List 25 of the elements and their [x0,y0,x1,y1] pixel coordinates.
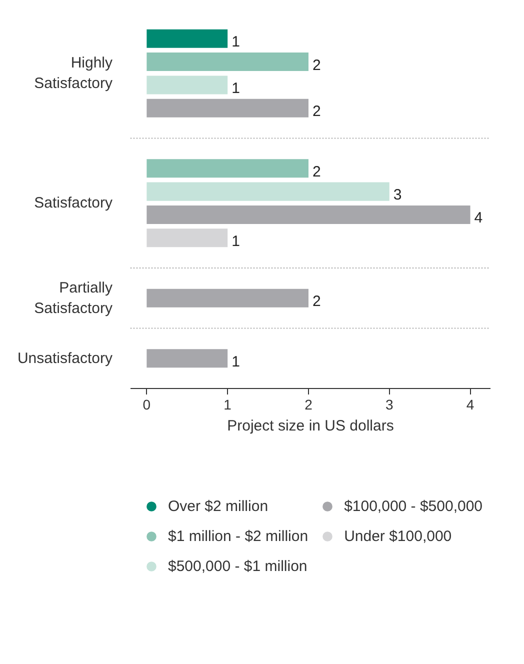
legend-label: $100,000 - $500,000 [344,498,483,514]
data-label: 2 [312,103,321,120]
data-label: 4 [474,210,483,227]
x-axis-title: Project size in US dollars [227,418,394,434]
data-label: 1 [232,353,240,370]
x-tick-label: 1 [224,396,232,412]
legend-label: $1 million - $2 million [168,528,308,544]
x-tick-label: 2 [304,396,313,412]
legend-label: $500,000 - $1 million [168,558,308,574]
data-label: 2 [312,293,321,310]
x-tick-label: 3 [385,396,394,412]
data-label: 2 [312,163,321,180]
x-tick-label: 4 [466,396,474,412]
data-label: 3 [393,186,402,204]
data-label: 2 [312,56,321,74]
y-tick-label: Highly Satisfactory [34,54,113,92]
y-tick-label: Satisfactory [34,194,113,212]
legend-label: Under $100,000 [344,528,452,544]
data-label: 1 [232,80,240,97]
legend-label: Over $2 million [168,498,268,514]
data-label: 1 [232,232,240,250]
data-label: 1 [232,34,240,51]
x-tick-label: 0 [142,396,151,412]
y-tick-label: Partially Satisfactory [34,279,113,317]
y-tick-label: Unsatisfactory [17,350,113,367]
